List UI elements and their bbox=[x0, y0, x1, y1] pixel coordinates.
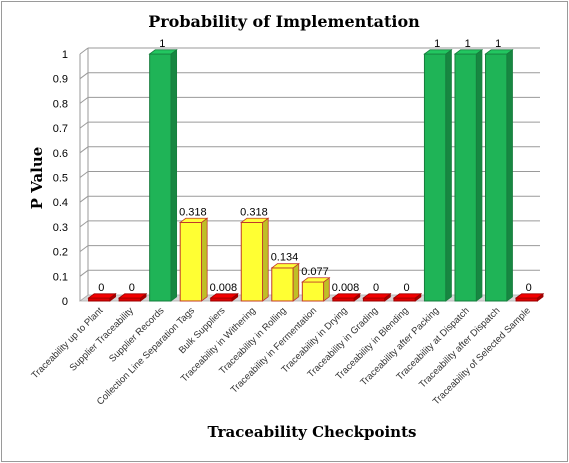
bar bbox=[393, 297, 416, 302]
bar bbox=[271, 267, 294, 302]
y-tick-label: 0.4 bbox=[53, 197, 68, 209]
data-label: 0.134 bbox=[271, 252, 299, 264]
gridline-side bbox=[79, 220, 89, 228]
bar-top bbox=[240, 217, 270, 223]
bar-top bbox=[514, 293, 545, 299]
data-label: 1 bbox=[434, 38, 440, 50]
bar-top bbox=[423, 49, 453, 55]
y-tick-label: 0.7 bbox=[53, 123, 68, 135]
chart-title: Probability of Implementation bbox=[148, 12, 420, 31]
bar-side bbox=[170, 48, 178, 302]
bar bbox=[210, 297, 233, 302]
bar-top bbox=[87, 293, 117, 299]
bar-top bbox=[362, 293, 392, 299]
bar bbox=[118, 297, 141, 302]
y-tick-label: 0.3 bbox=[53, 222, 68, 234]
x-axis-title: Traceability Checkpoints bbox=[208, 423, 417, 441]
gridline-side bbox=[79, 47, 89, 55]
y-axis-title: P Value bbox=[28, 147, 46, 210]
y-tick-label: 0.8 bbox=[53, 98, 68, 110]
y-tick-label: 1 bbox=[62, 49, 68, 61]
bar-top bbox=[148, 49, 178, 55]
gridline-side bbox=[79, 195, 89, 203]
bar-side bbox=[201, 217, 208, 302]
bar-top bbox=[484, 49, 514, 55]
bar bbox=[179, 221, 203, 302]
bar bbox=[485, 53, 508, 302]
data-label: 0 bbox=[129, 282, 135, 294]
data-label: 0.077 bbox=[301, 266, 329, 278]
gridline-side bbox=[79, 245, 89, 253]
category-label: Supplier Records bbox=[107, 305, 166, 364]
bar-side bbox=[292, 262, 300, 302]
y-tick-label: 0 bbox=[62, 296, 68, 308]
bar bbox=[454, 53, 477, 302]
bar-top bbox=[453, 49, 484, 55]
data-label: 1 bbox=[495, 38, 501, 50]
bar-top bbox=[331, 293, 362, 299]
gridline-side bbox=[79, 171, 89, 178]
bar-side bbox=[445, 48, 452, 302]
bar-top bbox=[392, 293, 423, 299]
bar-top bbox=[178, 217, 209, 223]
data-label: 0.008 bbox=[332, 282, 360, 294]
bar-side bbox=[262, 217, 269, 302]
bar-top bbox=[209, 293, 239, 299]
data-label: 1 bbox=[465, 38, 471, 50]
gridline-side bbox=[79, 269, 89, 277]
bar bbox=[423, 53, 447, 302]
y-tick-label: 0.1 bbox=[53, 271, 68, 283]
gridline-side bbox=[79, 146, 89, 154]
bar bbox=[88, 297, 111, 302]
data-label: 0 bbox=[373, 282, 379, 294]
gridline-side bbox=[79, 72, 89, 80]
data-label: 0 bbox=[98, 282, 104, 294]
bar bbox=[332, 297, 355, 302]
bar-top bbox=[301, 277, 331, 283]
bar bbox=[240, 221, 264, 302]
bars bbox=[87, 48, 545, 302]
bar-side bbox=[506, 49, 513, 302]
bar-top bbox=[117, 293, 148, 299]
gridline-side bbox=[79, 97, 89, 104]
y-tick-label: 0.6 bbox=[53, 148, 68, 160]
data-label: 0.318 bbox=[240, 206, 268, 218]
data-label: 0.318 bbox=[179, 206, 207, 218]
y-tick-label: 0.2 bbox=[53, 247, 68, 259]
bar bbox=[301, 281, 325, 302]
bar bbox=[515, 297, 538, 302]
gridline-side bbox=[79, 121, 89, 129]
data-label: 1 bbox=[159, 38, 165, 50]
y-tick-label: 0.9 bbox=[53, 74, 68, 86]
y-tick-label: 0.5 bbox=[53, 173, 68, 185]
bar-side bbox=[475, 48, 483, 302]
bar bbox=[362, 297, 386, 302]
data-label: 0.008 bbox=[210, 282, 238, 294]
bar bbox=[149, 53, 172, 302]
bar-top bbox=[270, 263, 300, 269]
data-label: 0 bbox=[526, 282, 532, 294]
data-label: 0 bbox=[404, 282, 410, 294]
